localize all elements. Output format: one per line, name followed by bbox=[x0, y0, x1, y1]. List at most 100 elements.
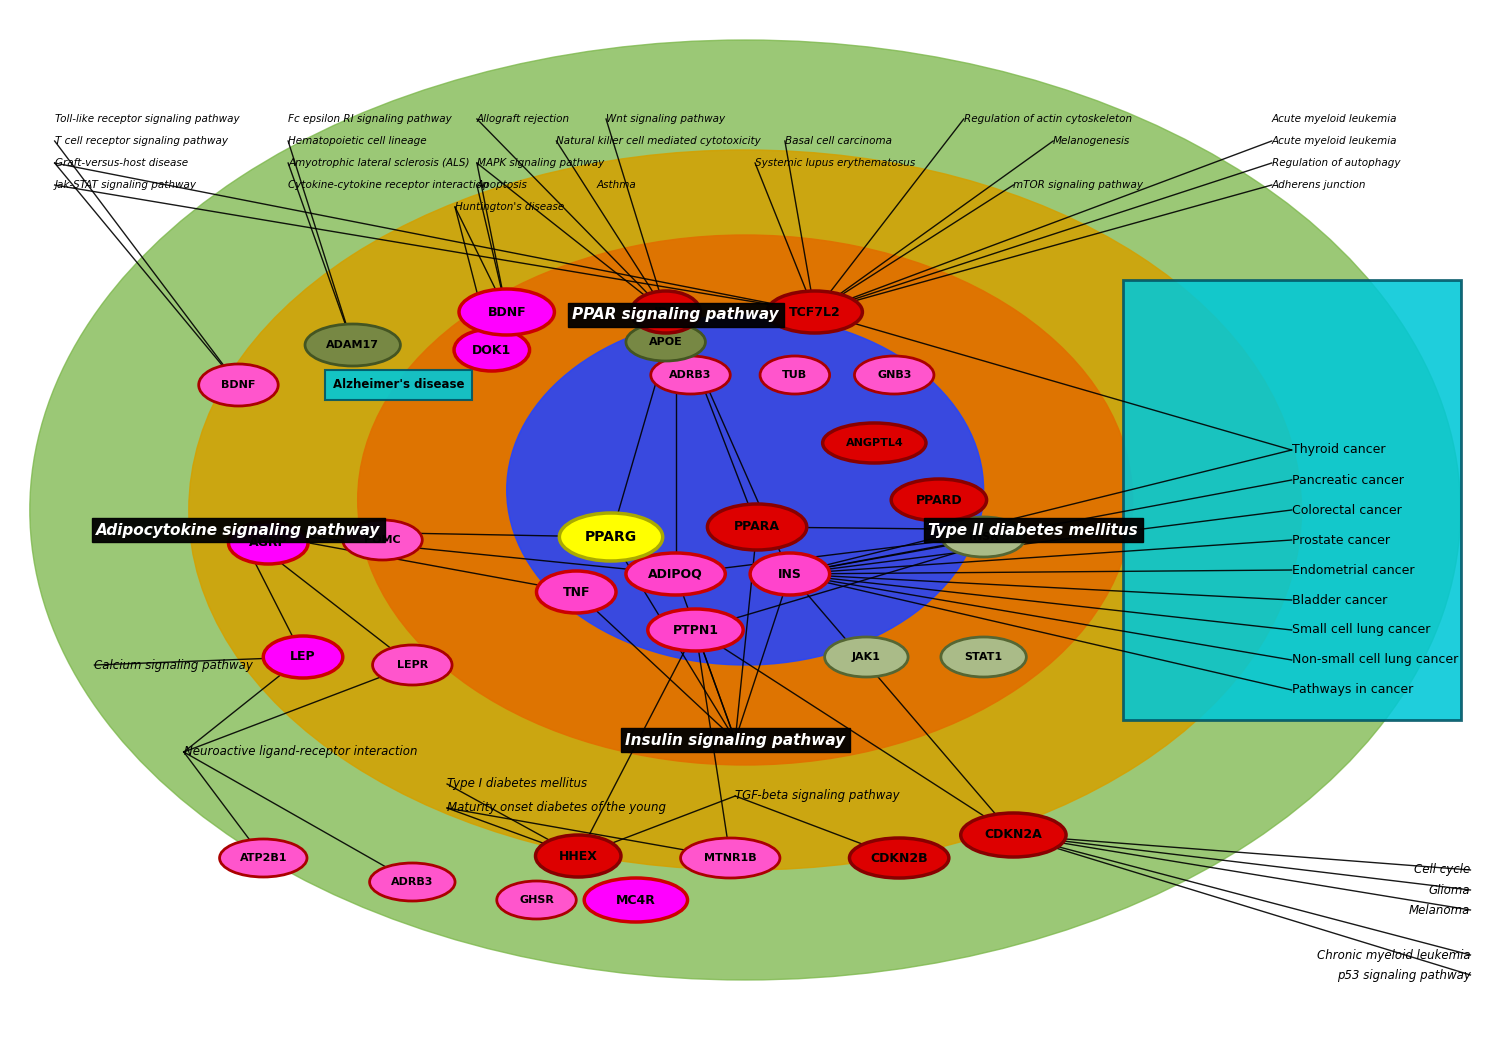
Text: Pathways in cancer: Pathways in cancer bbox=[1292, 683, 1413, 697]
Text: Neuroactive ligand-receptor interaction: Neuroactive ligand-receptor interaction bbox=[183, 745, 418, 759]
Ellipse shape bbox=[219, 839, 306, 877]
Text: MC4R: MC4R bbox=[616, 893, 656, 907]
Text: Graft-versus-host disease: Graft-versus-host disease bbox=[54, 158, 188, 168]
Text: Systemic lupus erythematosus: Systemic lupus erythematosus bbox=[756, 158, 915, 168]
Ellipse shape bbox=[30, 40, 1460, 980]
Ellipse shape bbox=[891, 479, 987, 521]
Text: Insulin signaling pathway: Insulin signaling pathway bbox=[625, 733, 846, 747]
Ellipse shape bbox=[823, 423, 925, 463]
Text: Wnt signaling pathway: Wnt signaling pathway bbox=[607, 114, 725, 124]
Text: ATP2B1: ATP2B1 bbox=[239, 853, 287, 863]
Text: APOE: APOE bbox=[649, 337, 682, 347]
Text: PPARG: PPARG bbox=[584, 530, 637, 544]
Text: IDE: IDE bbox=[653, 306, 677, 318]
Text: ADAM17: ADAM17 bbox=[326, 341, 379, 350]
Text: ADRB3: ADRB3 bbox=[391, 877, 434, 887]
Text: Bladder cancer: Bladder cancer bbox=[1292, 594, 1386, 606]
Ellipse shape bbox=[536, 834, 620, 877]
Text: Regulation of autophagy: Regulation of autophagy bbox=[1272, 158, 1400, 168]
Text: STAT1: STAT1 bbox=[964, 652, 1003, 662]
Text: TCF7L2: TCF7L2 bbox=[789, 306, 841, 318]
Text: Allograft rejection: Allograft rejection bbox=[478, 114, 571, 124]
Text: LEP: LEP bbox=[290, 651, 315, 663]
Ellipse shape bbox=[825, 637, 909, 677]
Ellipse shape bbox=[342, 520, 422, 560]
Text: Apoptosis: Apoptosis bbox=[478, 180, 527, 190]
Ellipse shape bbox=[536, 571, 616, 613]
Text: CDKN2B: CDKN2B bbox=[870, 851, 928, 865]
Text: Amyotrophic lateral sclerosis (ALS): Amyotrophic lateral sclerosis (ALS) bbox=[288, 158, 470, 168]
Ellipse shape bbox=[497, 881, 577, 919]
Text: T cell receptor signaling pathway: T cell receptor signaling pathway bbox=[54, 136, 228, 146]
Text: TGF-beta signaling pathway: TGF-beta signaling pathway bbox=[734, 789, 900, 803]
Text: Hematopoietic cell lineage: Hematopoietic cell lineage bbox=[288, 136, 427, 146]
Text: ADIPOQ: ADIPOQ bbox=[649, 568, 703, 580]
Ellipse shape bbox=[631, 291, 700, 333]
Ellipse shape bbox=[850, 838, 949, 878]
Ellipse shape bbox=[559, 513, 662, 561]
Ellipse shape bbox=[263, 636, 342, 678]
Text: CDKN2A: CDKN2A bbox=[984, 828, 1042, 842]
Ellipse shape bbox=[305, 324, 401, 366]
Text: Prostate cancer: Prostate cancer bbox=[1292, 534, 1389, 547]
Text: Cell cycle: Cell cycle bbox=[1415, 864, 1470, 877]
Text: Acute myeloid leukemia: Acute myeloid leukemia bbox=[1272, 114, 1397, 124]
Text: Toll-like receptor signaling pathway: Toll-like receptor signaling pathway bbox=[54, 114, 239, 124]
Ellipse shape bbox=[189, 150, 1302, 870]
Text: Glioma: Glioma bbox=[1428, 884, 1470, 897]
Ellipse shape bbox=[369, 863, 455, 901]
Ellipse shape bbox=[942, 517, 1026, 557]
Text: ANGPTL4: ANGPTL4 bbox=[846, 438, 903, 448]
Text: MTNR1B: MTNR1B bbox=[704, 853, 757, 863]
Text: Small cell lung cancer: Small cell lung cancer bbox=[1292, 623, 1430, 637]
Text: Regulation of actin cytoskeleton: Regulation of actin cytoskeleton bbox=[964, 114, 1133, 124]
Text: PPARA: PPARA bbox=[734, 520, 780, 534]
Text: HHEX: HHEX bbox=[559, 849, 598, 863]
Text: Cytokine-cytokine receptor interaction: Cytokine-cytokine receptor interaction bbox=[288, 180, 488, 190]
FancyBboxPatch shape bbox=[1122, 280, 1460, 720]
Ellipse shape bbox=[680, 838, 780, 878]
FancyBboxPatch shape bbox=[324, 370, 472, 400]
Text: Endometrial cancer: Endometrial cancer bbox=[1292, 563, 1413, 577]
Text: Pancreatic cancer: Pancreatic cancer bbox=[1292, 474, 1403, 487]
Text: INS: INS bbox=[778, 568, 802, 580]
Text: PPAR signaling pathway: PPAR signaling pathway bbox=[572, 308, 780, 323]
Ellipse shape bbox=[749, 553, 829, 595]
Ellipse shape bbox=[940, 637, 1026, 677]
Text: Natural killer cell mediated cytotoxicity: Natural killer cell mediated cytotoxicit… bbox=[556, 136, 762, 146]
Text: JAK1: JAK1 bbox=[852, 652, 880, 662]
Text: PPARD: PPARD bbox=[916, 494, 963, 507]
Ellipse shape bbox=[760, 356, 829, 394]
Text: Jak-STAT signaling pathway: Jak-STAT signaling pathway bbox=[54, 180, 197, 190]
Text: Fc epsilon RI signaling pathway: Fc epsilon RI signaling pathway bbox=[288, 114, 452, 124]
Text: Type I diabetes mellitus: Type I diabetes mellitus bbox=[448, 778, 587, 790]
Text: Adipocytokine signaling pathway: Adipocytokine signaling pathway bbox=[96, 522, 380, 537]
Ellipse shape bbox=[626, 553, 725, 595]
Ellipse shape bbox=[506, 315, 984, 665]
Ellipse shape bbox=[460, 289, 554, 335]
Text: MAPK signaling pathway: MAPK signaling pathway bbox=[478, 158, 604, 168]
Ellipse shape bbox=[228, 522, 308, 564]
Text: Huntington's disease: Huntington's disease bbox=[455, 202, 565, 212]
Text: AGRP: AGRP bbox=[249, 536, 287, 550]
Text: POMC: POMC bbox=[363, 535, 401, 545]
Text: Non-small cell lung cancer: Non-small cell lung cancer bbox=[1292, 654, 1458, 666]
Text: Alzheimer's disease: Alzheimer's disease bbox=[332, 378, 464, 392]
Text: Maturity onset diabetes of the young: Maturity onset diabetes of the young bbox=[448, 802, 665, 815]
Ellipse shape bbox=[198, 364, 278, 406]
Text: DOK1: DOK1 bbox=[472, 344, 511, 356]
Text: p53 signaling pathway: p53 signaling pathway bbox=[1337, 969, 1470, 982]
Text: Melanoma: Melanoma bbox=[1409, 904, 1470, 916]
Text: INSR: INSR bbox=[969, 532, 999, 542]
Text: TNF: TNF bbox=[563, 585, 590, 598]
Text: BDNF: BDNF bbox=[221, 380, 255, 390]
Ellipse shape bbox=[650, 356, 730, 394]
Ellipse shape bbox=[372, 645, 452, 685]
Text: Thyroid cancer: Thyroid cancer bbox=[1292, 444, 1385, 456]
Text: TUB: TUB bbox=[783, 370, 808, 380]
Ellipse shape bbox=[707, 504, 807, 550]
Ellipse shape bbox=[626, 323, 706, 360]
Ellipse shape bbox=[768, 291, 862, 333]
Ellipse shape bbox=[584, 878, 688, 922]
Text: Colorectal cancer: Colorectal cancer bbox=[1292, 503, 1401, 516]
